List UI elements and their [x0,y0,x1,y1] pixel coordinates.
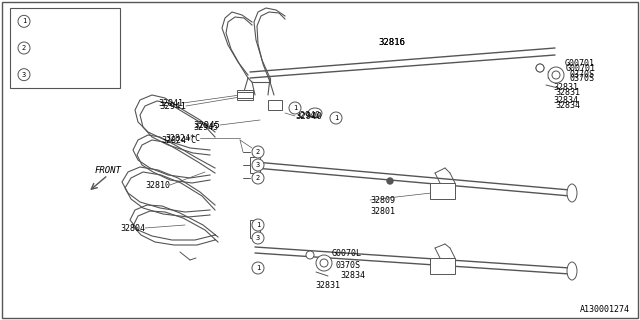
Bar [250,157,260,173]
Text: 32824*B: 32824*B [41,70,79,79]
Circle shape [252,146,264,158]
Text: 32941: 32941 [159,101,186,110]
Text: 32945: 32945 [193,121,220,130]
Text: 32816: 32816 [378,37,405,46]
Text: 32940: 32940 [295,110,320,119]
Circle shape [320,259,328,267]
Circle shape [306,251,314,259]
Text: 2: 2 [22,45,26,51]
Text: 32816: 32816 [378,37,405,46]
Circle shape [536,64,544,72]
Circle shape [552,71,560,79]
Bar [430,183,455,199]
Circle shape [548,67,564,83]
Text: 2: 2 [256,149,260,155]
Circle shape [330,112,342,124]
Text: 0370S: 0370S [336,260,361,269]
Circle shape [252,172,264,184]
Text: A130001274: A130001274 [580,306,630,315]
Text: G00701: G00701 [566,63,596,73]
Ellipse shape [567,262,577,280]
Text: 32945: 32945 [193,123,218,132]
Circle shape [316,255,332,271]
Bar [10,8,120,88]
Bar [268,100,282,110]
Text: 32801: 32801 [370,206,395,215]
Circle shape [536,64,544,72]
Text: 32824*C: 32824*C [165,133,200,142]
Circle shape [252,262,264,274]
Circle shape [18,42,30,54]
Text: 32804: 32804 [120,223,145,233]
Text: 3: 3 [22,72,26,78]
Text: 32831: 32831 [553,83,578,92]
Text: 32810: 32810 [145,180,170,189]
Bar [430,258,455,274]
Circle shape [18,69,30,81]
Text: 32831: 32831 [315,281,340,290]
Circle shape [252,219,264,231]
Text: 32940: 32940 [295,111,322,121]
Circle shape [252,232,264,244]
Ellipse shape [308,108,322,118]
Text: 32834: 32834 [555,100,580,109]
Text: 3: 3 [256,235,260,241]
Bar [250,220,260,238]
Bar [237,90,253,100]
Text: FRONT: FRONT [95,165,122,174]
Text: 1: 1 [256,265,260,271]
Circle shape [387,178,393,184]
Text: E00621: E00621 [41,17,73,26]
Text: 0370S: 0370S [569,69,594,78]
Text: 1: 1 [334,115,338,121]
Text: 3: 3 [256,162,260,168]
Text: 2: 2 [256,175,260,181]
Circle shape [18,15,30,27]
Bar [237,92,253,98]
Text: 32824*C: 32824*C [161,135,196,145]
Text: 1: 1 [293,105,297,111]
Circle shape [252,159,264,171]
Ellipse shape [567,184,577,202]
Text: 32824*A: 32824*A [41,44,79,52]
Text: 32809: 32809 [370,196,395,204]
Text: G0070L: G0070L [332,250,362,259]
Text: G00701: G00701 [565,59,595,68]
Text: 32834: 32834 [340,271,365,281]
Text: 32834: 32834 [553,95,578,105]
Text: 0370S: 0370S [570,74,595,83]
Text: 32941: 32941 [158,99,183,108]
Text: 1: 1 [256,222,260,228]
Text: 1: 1 [22,18,26,24]
Text: 32831: 32831 [555,87,580,97]
Circle shape [289,102,301,114]
